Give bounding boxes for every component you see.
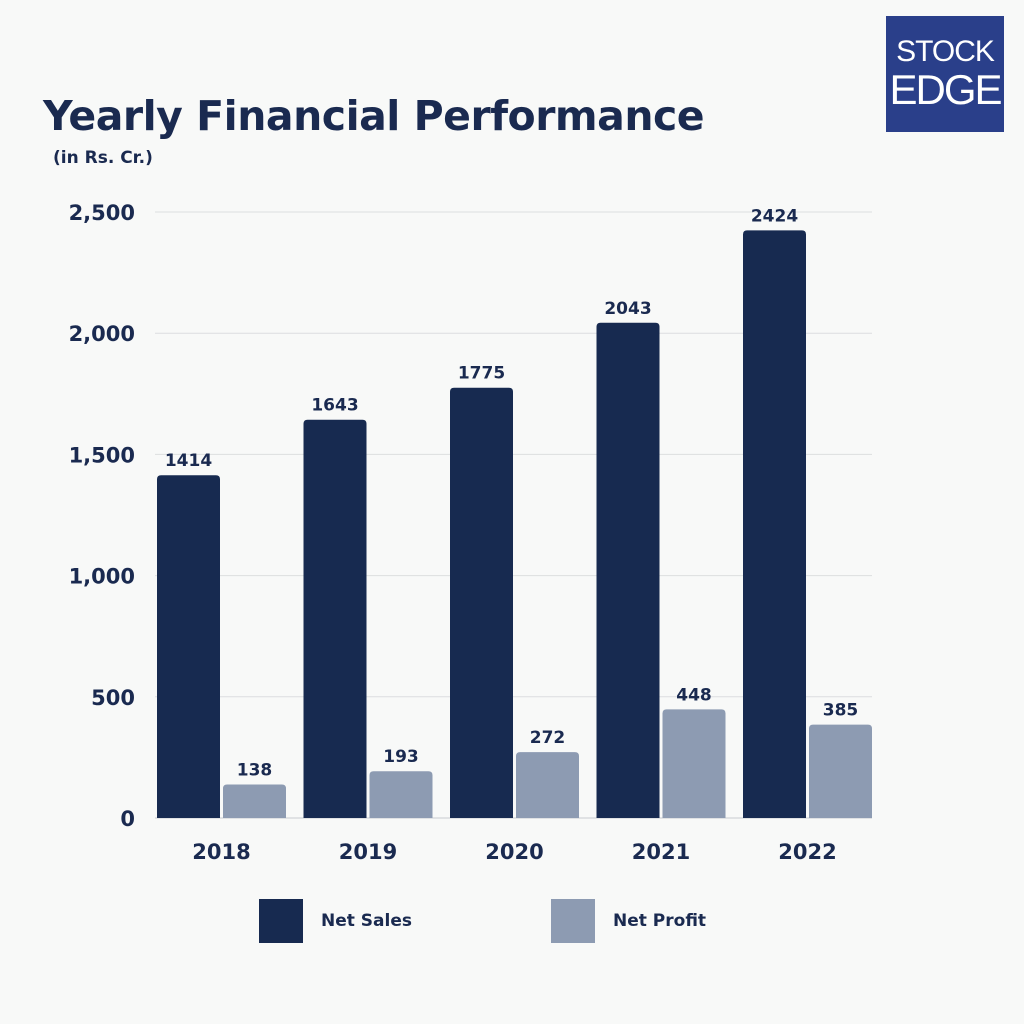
y-tick-label: 1,500 xyxy=(69,443,135,467)
chart-subtitle: (in Rs. Cr.) xyxy=(53,148,153,168)
x-tick-label: 2020 xyxy=(485,840,543,864)
bar-net-profit-2019 xyxy=(369,771,433,818)
bar-net-sales-2021 xyxy=(596,322,660,818)
chart-title: Yearly Financial Performance xyxy=(43,92,705,140)
logo-line-2: EDGE xyxy=(889,66,1002,113)
bar-net-profit-2018 xyxy=(223,784,286,818)
legend-item-net-sales: Net Sales xyxy=(259,899,412,943)
legend-item-net-profit: Net Profit xyxy=(551,899,706,943)
legend-label-net-profit: Net Profit xyxy=(613,911,707,931)
legend-swatch-net-sales xyxy=(259,899,303,943)
legend-label-net-sales: Net Sales xyxy=(321,911,412,931)
bar-net-profit-2022 xyxy=(809,724,872,818)
data-label: 385 xyxy=(823,701,859,721)
bars xyxy=(157,230,872,819)
x-tick-label: 2019 xyxy=(339,840,397,864)
bar-net-profit-2021 xyxy=(662,709,726,818)
x-tick-label: 2018 xyxy=(192,840,250,864)
y-tick-label: 0 xyxy=(120,807,135,831)
y-axis-ticks: 0 500 1,000 1,500 2,000 2,500 xyxy=(69,201,135,831)
data-label: 138 xyxy=(237,761,273,781)
x-tick-label: 2021 xyxy=(632,840,690,864)
y-tick-label: 2,500 xyxy=(69,201,135,225)
data-label: 2043 xyxy=(604,299,651,319)
data-label: 1643 xyxy=(311,396,358,416)
data-label: 193 xyxy=(383,747,419,767)
data-label: 1775 xyxy=(458,364,505,384)
data-label: 1414 xyxy=(165,451,212,471)
y-tick-label: 500 xyxy=(91,686,135,710)
logo-line-1: STOCK xyxy=(896,35,995,68)
x-tick-label: 2022 xyxy=(778,840,836,864)
legend-swatch-net-profit xyxy=(551,899,595,943)
data-label: 272 xyxy=(530,728,566,748)
y-tick-label: 1,000 xyxy=(69,565,135,589)
data-label: 2424 xyxy=(751,206,798,226)
bar-net-sales-2020 xyxy=(450,387,513,818)
bar-net-sales-2018 xyxy=(157,475,220,818)
y-tick-label: 2,000 xyxy=(69,322,135,346)
stockedge-logo: STOCK EDGE xyxy=(886,16,1004,132)
bar-net-sales-2019 xyxy=(303,419,367,818)
bar-net-profit-2020 xyxy=(516,752,579,818)
bar-net-sales-2022 xyxy=(743,230,806,819)
x-axis-ticks: 2018 2019 2020 2021 2022 xyxy=(192,840,836,864)
data-label: 448 xyxy=(676,685,712,705)
data-labels: 1414 138 1643 193 1775 272 2043 448 2424 385 xyxy=(165,206,858,780)
